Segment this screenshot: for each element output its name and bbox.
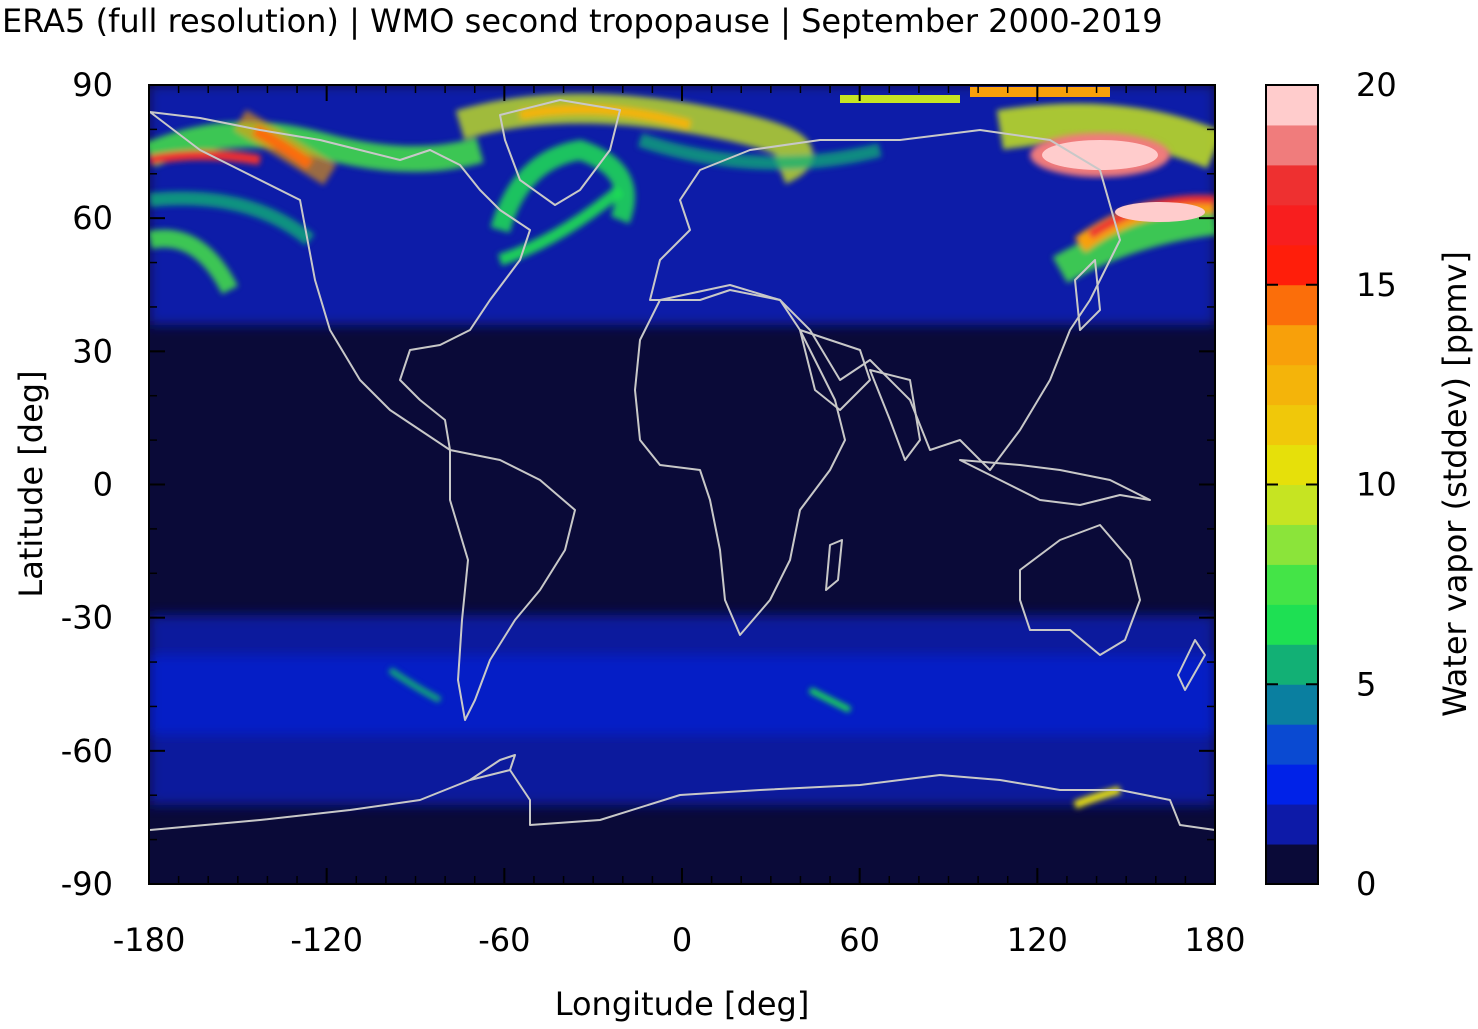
- siberia-band: [996, 103, 1215, 169]
- colorbar-bin: [1266, 844, 1318, 885]
- pacific-arctic-streamer: [149, 121, 484, 172]
- antarctic-peninsula-coast: [469, 754, 516, 781]
- greenland-swirl: [490, 139, 635, 233]
- south-ocean-streak-1: [388, 667, 442, 703]
- colorbar-bin: [1266, 804, 1318, 845]
- antarctica-coast: [149, 769, 1215, 831]
- europe-filament: [637, 133, 882, 170]
- colorbar-bin: [1266, 764, 1318, 805]
- coastlines: [149, 99, 1215, 831]
- eurasia-coast: [649, 129, 1121, 471]
- y-tick-label: 0: [93, 466, 113, 504]
- x-tick-label: 120: [1007, 921, 1068, 959]
- south-america-coast: [449, 449, 576, 721]
- madagascar-coast: [825, 539, 843, 591]
- colorbar-tick-label: 20: [1356, 66, 1397, 104]
- colorbar-bin: [1266, 404, 1318, 446]
- north-pole-streak: [840, 95, 960, 103]
- colorbar-bin: [1266, 324, 1318, 366]
- x-tick-label: -60: [478, 921, 530, 959]
- x-tick-label: 180: [1184, 921, 1245, 959]
- colorbar-tick-label: 15: [1356, 266, 1397, 304]
- india-coast: [869, 369, 921, 461]
- y-tick-label: 60: [72, 199, 113, 237]
- north-pole-streak-2: [970, 87, 1110, 97]
- pacific-midlat-streamer: [149, 229, 239, 295]
- colorbar-bin: [1266, 644, 1318, 685]
- x-axis-label: Longitude [deg]: [555, 985, 810, 1023]
- colorbar-bin: [1266, 444, 1318, 485]
- colorbar-bin: [1266, 124, 1318, 166]
- siberia-maximum-core: [1042, 140, 1158, 170]
- atlantic-arc-core: [519, 104, 692, 130]
- new-zealand-coast: [1177, 639, 1206, 691]
- pacific-filament: [149, 191, 315, 246]
- australia-coast: [1019, 524, 1141, 656]
- y-axis-ticks: 90 60 30 0 -30 -60 -90: [61, 66, 1215, 903]
- colorbar-bin: [1266, 244, 1318, 286]
- y-tick-label: -30: [61, 599, 113, 637]
- colorbar-tick-label: 0: [1356, 865, 1376, 903]
- figure-title: ERA5 (full resolution) | WMO second trop…: [2, 2, 1163, 40]
- colorbar-bin: [1266, 524, 1318, 565]
- x-axis-ticks: -180 -120 -60 0 60 120 180: [113, 85, 1246, 959]
- arabia-coast: [799, 329, 871, 411]
- colorbar-ticks: 0 5 10 15 20: [1266, 66, 1397, 903]
- colorbar-label: Water vapor (stddev) [ppmv]: [1436, 251, 1474, 717]
- x-tick-label: -180: [113, 921, 186, 959]
- colorbar-tick-label: 10: [1356, 466, 1397, 504]
- y-tick-label: -90: [61, 865, 113, 903]
- y-axis-label: Latitude [deg]: [12, 370, 50, 597]
- japan-coast: [1074, 259, 1101, 331]
- x-tick-label: -120: [290, 921, 363, 959]
- x-tick-label: 0: [672, 921, 692, 959]
- sh-midlat-band: [149, 655, 1215, 735]
- colorbar-bin: [1266, 204, 1318, 246]
- south-ocean-streak-2: [808, 687, 852, 713]
- colorbar-bin: [1266, 85, 1318, 126]
- pacific-arctic-core: [149, 150, 261, 165]
- water-vapor-field: [149, 85, 1215, 831]
- colorbar-bin: [1266, 364, 1318, 406]
- colorbar-tick-label: 5: [1356, 665, 1376, 703]
- kamchatka-maximum-core: [1115, 202, 1205, 222]
- east-asia-streamer: [1052, 205, 1215, 284]
- north-atlantic-streamer: [498, 185, 624, 266]
- colorbar-bin: [1266, 684, 1318, 725]
- y-tick-label: 90: [72, 66, 113, 104]
- colorbar: [1266, 85, 1318, 885]
- colorbar-bin: [1266, 564, 1318, 605]
- y-tick-label: -60: [61, 732, 113, 770]
- north-america-coast: [149, 111, 531, 451]
- indonesia-coast: [959, 459, 1151, 506]
- colorbar-bin: [1266, 164, 1318, 206]
- colorbar-bin: [1266, 724, 1318, 765]
- africa-coast: [634, 284, 846, 636]
- colorbar-bin: [1266, 484, 1318, 525]
- alaska-streamer-glow: [233, 109, 337, 186]
- colorbar-bin: [1266, 604, 1318, 645]
- greenland-coast: [499, 99, 621, 206]
- y-tick-label: 30: [72, 332, 113, 370]
- x-tick-label: 60: [839, 921, 880, 959]
- colorbar-bin: [1266, 284, 1318, 326]
